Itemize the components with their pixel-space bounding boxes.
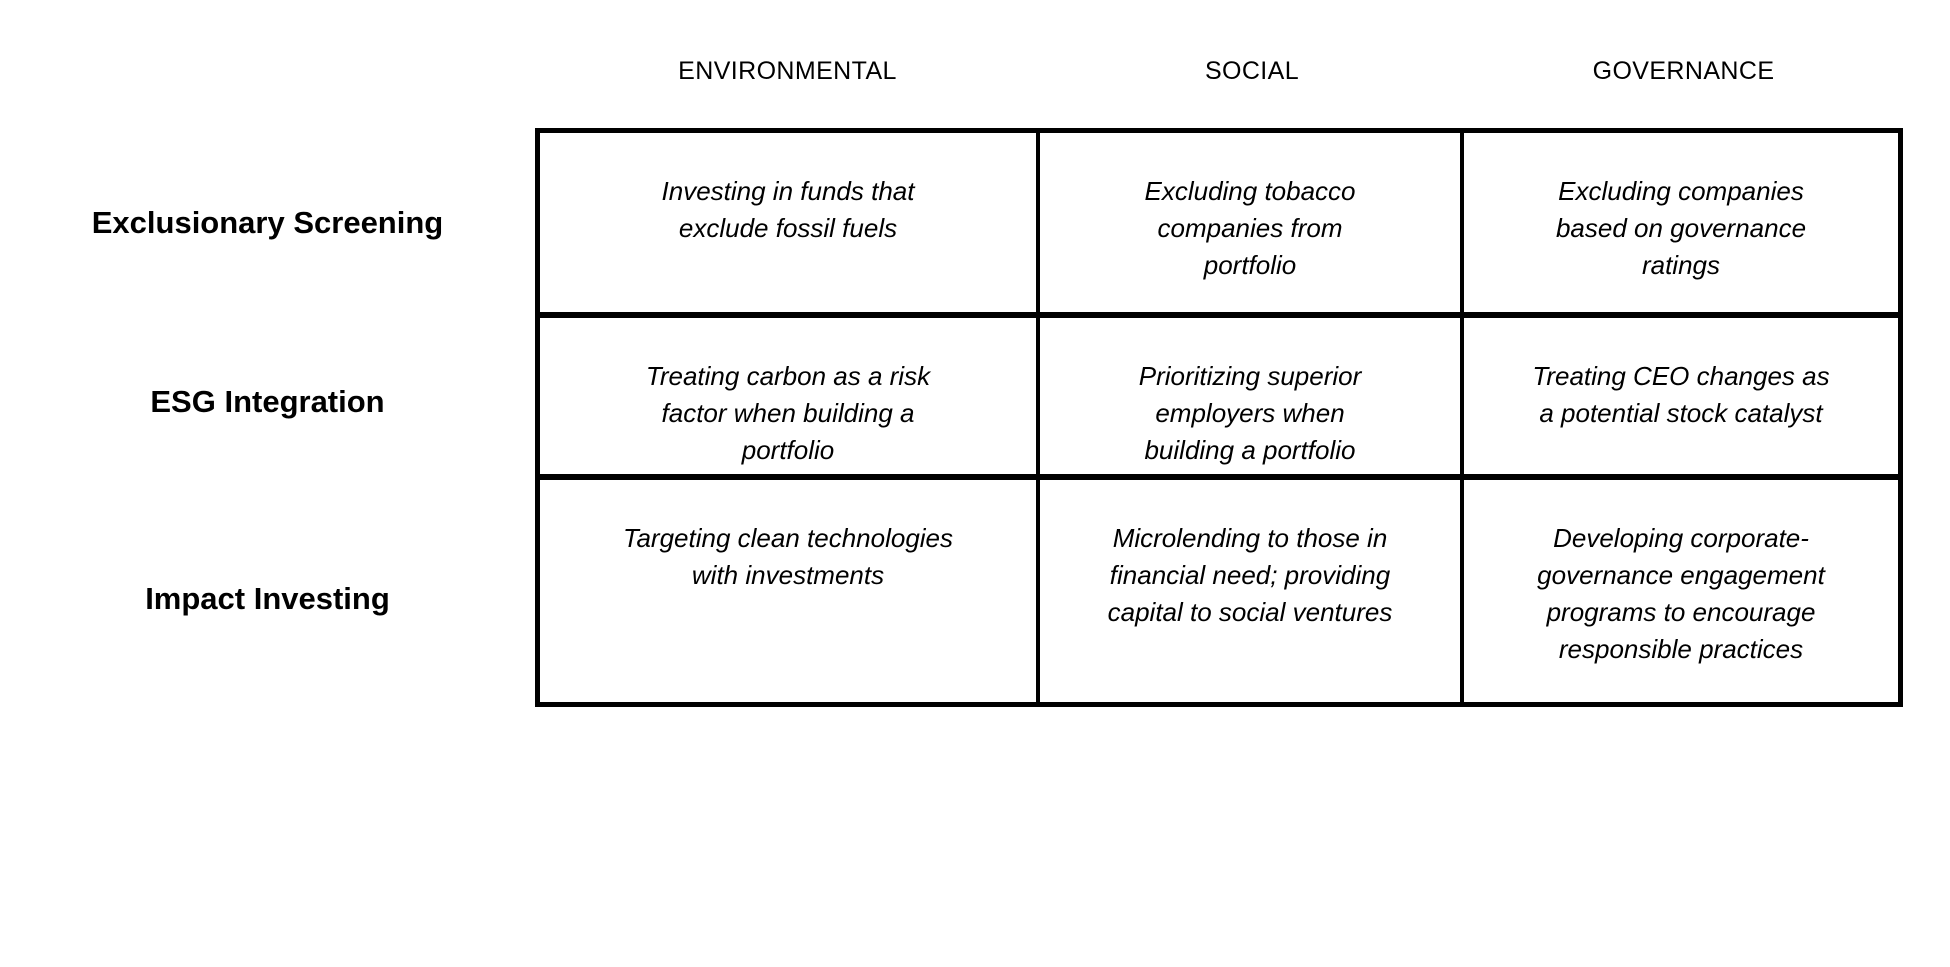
cell-integration-environmental: Treating carbon as a risk factor when bu… bbox=[540, 318, 1040, 480]
row-labels: Exclusionary Screening ESG Integration I… bbox=[0, 128, 535, 712]
cell-exclusionary-social: Excluding tobacco companies from portfol… bbox=[1040, 133, 1464, 318]
cell-impact-social: Microlending to those in financial need;… bbox=[1040, 480, 1464, 702]
cell-integration-social: Prioritizing superior employers when bui… bbox=[1040, 318, 1464, 480]
matrix-table: Investing in funds that exclude fossil f… bbox=[535, 128, 1903, 707]
cell-impact-governance: Developing corporate- governance engagem… bbox=[1537, 523, 1825, 664]
cell-exclusionary-governance: Excluding companies based on governance … bbox=[1464, 133, 1898, 318]
column-headers: ENVIRONMENTAL SOCIAL GOVERNANCE bbox=[535, 0, 1950, 128]
matrix-body: Exclusionary Screening ESG Integration I… bbox=[0, 128, 1950, 712]
cell-integration-governance: Treating CEO changes as a potential stoc… bbox=[1464, 318, 1898, 480]
row-label-esg-integration: ESG Integration bbox=[150, 383, 385, 419]
column-header-environmental: ENVIRONMENTAL bbox=[678, 56, 897, 85]
cell-impact-environmental: Targeting clean technologies with invest… bbox=[540, 480, 1040, 702]
cell-exclusionary-environmental: Investing in funds that exclude fossil f… bbox=[540, 133, 1040, 318]
column-header-governance: GOVERNANCE bbox=[1592, 56, 1775, 85]
row-label-exclusionary-screening: Exclusionary Screening bbox=[91, 205, 444, 240]
row-label-impact-investing: Impact Investing bbox=[145, 580, 390, 616]
column-header-social: SOCIAL bbox=[1204, 56, 1300, 85]
